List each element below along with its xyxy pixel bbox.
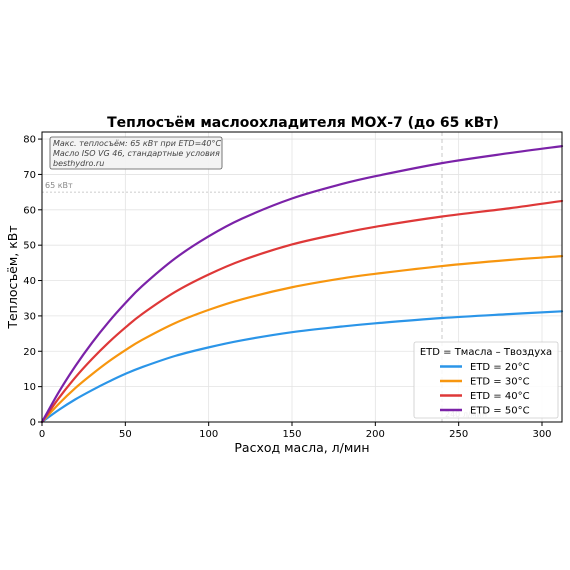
series-line-1	[40, 310, 564, 424]
x-tick-label: 250	[449, 429, 468, 440]
series-line-4	[40, 145, 564, 424]
annotation-box-background	[49, 136, 223, 170]
annotation-box: Макс. теплосъём: 65 кВт при ETD=40°C Мас…	[49, 136, 223, 170]
y-axis-label: Теплосъём, кВт	[5, 225, 20, 329]
y-tick-label: 40	[23, 276, 36, 287]
plot-frame	[41, 131, 563, 423]
annotation-line: Макс. теплосъём: 65 кВт при ETD=40°C	[53, 139, 221, 148]
y-tick-label: 10	[23, 382, 36, 393]
x-tick-label: 50	[119, 429, 132, 440]
chart-title: Теплосъём маслоохладителя МОХ-7 (до 65 к…	[107, 115, 499, 131]
x-tick-label: 200	[366, 429, 385, 440]
legend-items: ETD = 20°C ETD = 30°C ETD = 40°C ETD = 50°C	[440, 362, 530, 417]
x-tick-label: 0	[39, 429, 45, 440]
x-tick-label: 100	[199, 429, 218, 440]
legend-label: ETD = 50°C	[470, 406, 530, 417]
x-tick-label: 150	[282, 429, 301, 440]
y-tick-label: 20	[23, 347, 36, 358]
y-tick-label: 0	[30, 418, 36, 429]
legend-title: ETD = Тмасла – Твоздуха	[420, 347, 552, 358]
legend-background	[413, 341, 559, 419]
legend-label: ETD = 20°C	[470, 362, 530, 373]
axis-ticks: 0 50 100 150 200 250 300 0 10 20 30 40 50 60 70 80	[23, 135, 551, 440]
y-tick-label: 30	[23, 311, 36, 322]
legend-label: ETD = 30°C	[470, 377, 530, 388]
series-line-3	[40, 199, 564, 424]
y-tick-label: 60	[23, 205, 36, 216]
legend-label: ETD = 40°C	[470, 391, 530, 402]
x-axis-label: Расход масла, л/мин	[234, 440, 369, 455]
y-tick-label: 70	[23, 170, 36, 181]
y-tick-label: 50	[23, 241, 36, 252]
annotation-line: Масло ISO VG 46, стандартные условия	[53, 149, 220, 158]
x-tick-label: 300	[532, 429, 551, 440]
series-lines	[40, 145, 564, 424]
reference-label: 65 кВт	[45, 181, 73, 190]
series-line-2	[40, 255, 564, 424]
y-tick-label: 80	[23, 135, 36, 146]
annotation-line: besthydro.ru	[53, 159, 104, 168]
